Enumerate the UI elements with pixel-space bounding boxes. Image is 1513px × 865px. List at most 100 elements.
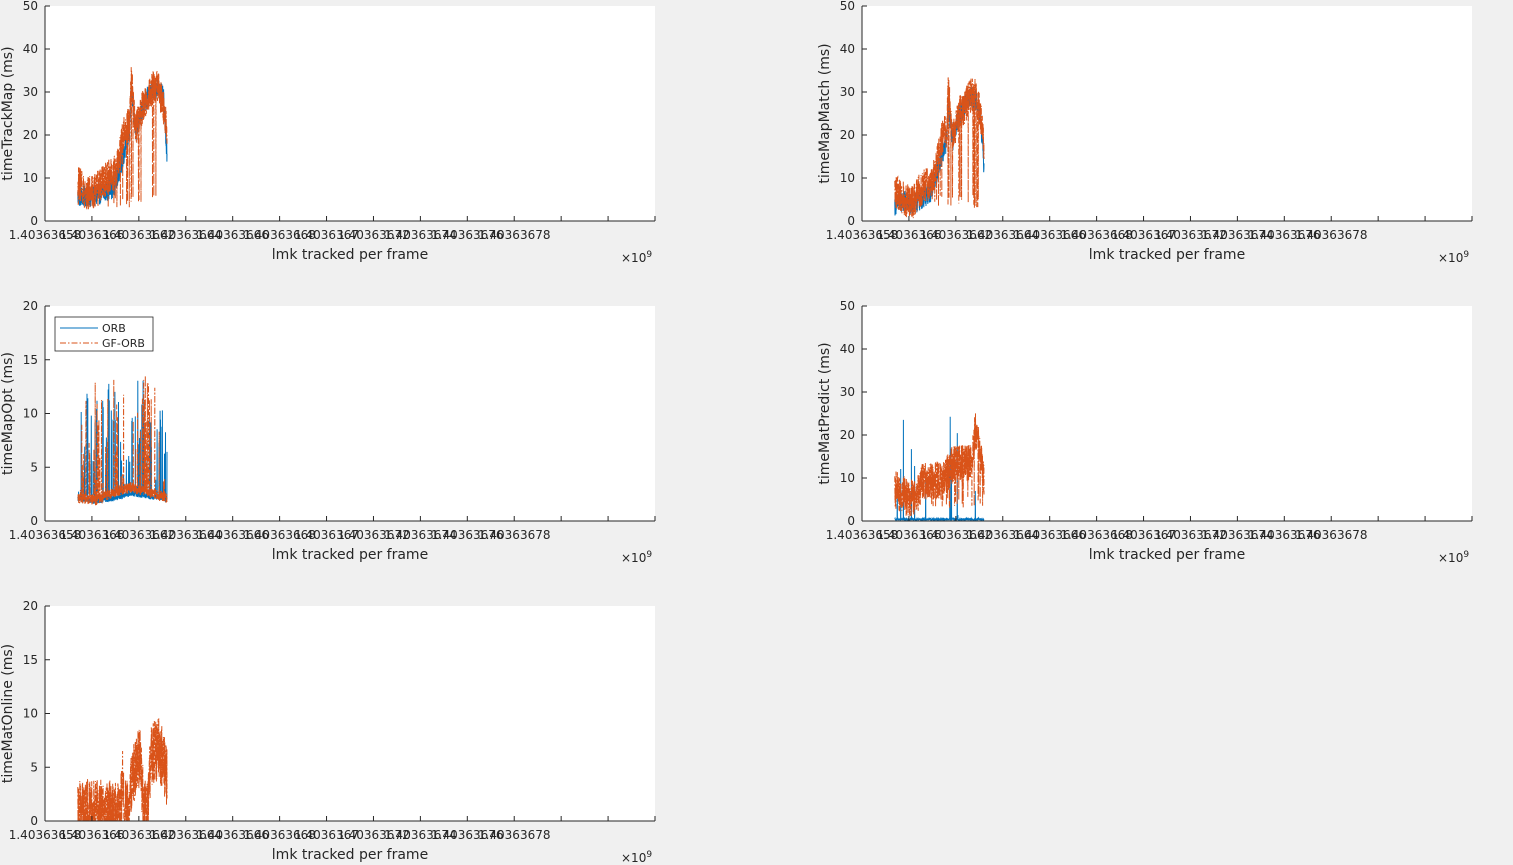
x-tick-label: 1.40363658 [9,228,82,242]
x-tick-label: 1.4036366 [876,228,941,242]
x-exponent-label: ×109 [1438,250,1469,265]
y-axis-label: timeMatOnline (ms) [0,644,16,783]
y-tick-label: 15 [23,653,38,667]
x-axis-label: lmk tracked per frame [272,247,428,263]
y-tick-label: 10 [23,171,38,185]
x-tick-label: 1.4036367 [294,228,359,242]
x-axis-label: lmk tracked per frame [1089,547,1245,563]
y-tick-label: 40 [23,42,38,56]
x-tick-label: 1.4036367 [1111,228,1176,242]
legend-label-gf-orb: GF-ORB [102,337,145,350]
plot-area [862,6,1472,221]
x-axis-label: lmk tracked per frame [1089,247,1245,263]
x-tick-label: 1.40363662 [103,528,176,542]
y-tick-label: 10 [840,471,855,485]
x-tick-label: 1.4036366 [59,228,124,242]
x-tick-label: 1.40363664 [967,528,1040,542]
y-tick-label: 20 [840,128,855,142]
y-tick-label: 50 [23,0,38,13]
x-tick-label: 1.40363672 [337,828,410,842]
plot-area [45,606,655,821]
x-tick-label: 1.40363668 [1060,528,1133,542]
y-tick-label: 10 [23,407,38,421]
x-tick-label: 1.40363662 [103,828,176,842]
x-exponent-label: ×109 [621,850,652,865]
x-tick-label: 1.40363668 [243,228,316,242]
x-tick-label: 1.40363664 [967,228,1040,242]
x-tick-label: 1.40363672 [1154,528,1227,542]
x-tick-label: 1.40363678 [478,828,551,842]
x-tick-label: 1.40363678 [1295,528,1368,542]
x-tick-label: 1.40363666 [196,228,269,242]
x-tick-label: 1.40363674 [384,828,457,842]
y-tick-label: 0 [30,814,38,828]
x-tick-label: 1.40363676 [1248,228,1321,242]
y-tick-label: 5 [30,760,38,774]
x-axis-label: lmk tracked per frame [272,547,428,563]
x-exponent: 9 [1463,550,1469,560]
y-tick-label: 0 [30,514,38,528]
x-exponent-label: ×109 [1438,550,1469,565]
legend: ORB GF-ORB [54,316,154,352]
y-tick-label: 10 [840,171,855,185]
y-tick-label: 0 [847,514,855,528]
legend-label-orb: ORB [102,322,126,335]
x-tick-label: 1.40363676 [431,228,504,242]
x-tick-label: 1.40363678 [1295,228,1368,242]
x-tick-label: 1.40363666 [1013,228,1086,242]
x-tick-label: 1.40363674 [1201,528,1274,542]
x-tick-label: 1.40363666 [1013,528,1086,542]
y-axis-label: timeMatPredict (ms) [817,342,833,484]
x-tick-label: 1.40363678 [478,228,551,242]
series-line-gf-orb [77,375,168,506]
plot-area [862,306,1472,521]
axes-4: 1.403636581.40363661.403636621.403636641… [817,299,1473,565]
y-tick-label: 15 [23,353,38,367]
series-line-orb [894,416,985,521]
x-tick-label: 1.40363658 [826,228,899,242]
x-tick-label: 1.4036367 [1111,528,1176,542]
axes-2: 1.403636581.40363661.403636621.403636641… [817,0,1473,265]
x-tick-label: 1.4036366 [59,828,124,842]
x-tick-label: 1.4036366 [59,528,124,542]
x-tick-label: 1.40363662 [920,528,993,542]
x-tick-label: 1.40363676 [431,828,504,842]
axes-3: 1.403636581.40363661.403636621.403636641… [0,299,656,565]
legend-box [54,316,154,352]
x-tick-label: 1.40363676 [1248,528,1321,542]
x-tick-label: 1.4036366 [876,528,941,542]
x-tick-label: 1.40363658 [9,528,82,542]
y-tick-label: 30 [840,385,855,399]
x-tick-label: 1.40363664 [150,828,223,842]
x-tick-label: 1.40363668 [1060,228,1133,242]
x-tick-label: 1.40363674 [1201,228,1274,242]
series-line-gf-orb [894,77,985,219]
x-tick-label: 1.40363672 [337,528,410,542]
x-axis-label: lmk tracked per frame [272,847,428,863]
x-tick-label: 1.40363666 [196,828,269,842]
x-tick-label: 1.4036367 [294,828,359,842]
y-tick-label: 30 [840,85,855,99]
y-tick-label: 10 [23,707,38,721]
y-tick-label: 30 [23,85,38,99]
x-tick-label: 1.40363658 [826,528,899,542]
y-tick-label: 50 [840,299,855,313]
x-tick-label: 1.40363668 [243,528,316,542]
x-tick-label: 1.40363674 [384,528,457,542]
x-tick-label: 1.40363662 [103,228,176,242]
x-tick-label: 1.40363672 [1154,228,1227,242]
y-axis-label: timeTrackMap (ms) [0,46,16,180]
x-exponent: 9 [646,550,652,560]
x-exponent-label: ×109 [621,250,652,265]
x-tick-label: 1.40363676 [431,528,504,542]
y-tick-label: 5 [30,460,38,474]
y-tick-label: 0 [30,214,38,228]
x-exponent: 9 [1463,250,1469,260]
y-tick-label: 20 [23,299,38,313]
x-exponent: 9 [646,850,652,860]
x-tick-label: 1.40363674 [384,228,457,242]
series-line-gf-orb [77,67,168,210]
y-tick-label: 20 [23,599,38,613]
x-tick-label: 1.40363672 [337,228,410,242]
